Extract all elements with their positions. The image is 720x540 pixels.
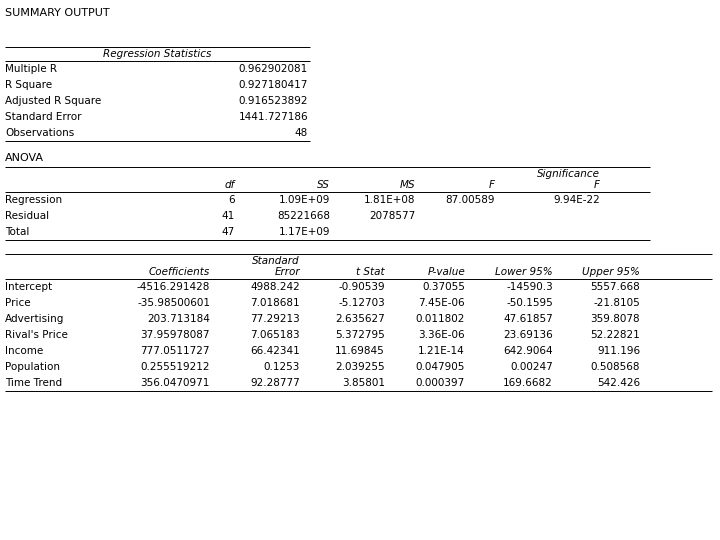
Text: -35.98500601: -35.98500601 — [137, 298, 210, 308]
Text: 356.0470971: 356.0470971 — [140, 378, 210, 388]
Text: 0.1253: 0.1253 — [264, 362, 300, 372]
Text: -4516.291428: -4516.291428 — [137, 282, 210, 292]
Text: ANOVA: ANOVA — [5, 153, 44, 163]
Text: 359.8078: 359.8078 — [590, 314, 640, 324]
Text: Observations: Observations — [5, 128, 74, 138]
Text: Intercept: Intercept — [5, 282, 52, 292]
Text: 0.255519212: 0.255519212 — [140, 362, 210, 372]
Text: 5557.668: 5557.668 — [590, 282, 640, 292]
Text: 9.94E-22: 9.94E-22 — [553, 195, 600, 205]
Text: -0.90539: -0.90539 — [338, 282, 385, 292]
Text: 0.047905: 0.047905 — [415, 362, 465, 372]
Text: 77.29213: 77.29213 — [251, 314, 300, 324]
Text: 911.196: 911.196 — [597, 346, 640, 356]
Text: Significance: Significance — [537, 169, 600, 179]
Text: 0.508568: 0.508568 — [590, 362, 640, 372]
Text: 6: 6 — [228, 195, 235, 205]
Text: Lower 95%: Lower 95% — [495, 267, 553, 277]
Text: 7.45E-06: 7.45E-06 — [418, 298, 465, 308]
Text: Upper 95%: Upper 95% — [582, 267, 640, 277]
Text: 41: 41 — [222, 211, 235, 221]
Text: Residual: Residual — [5, 211, 49, 221]
Text: 7.018681: 7.018681 — [251, 298, 300, 308]
Text: F: F — [594, 180, 600, 190]
Text: 5.372795: 5.372795 — [336, 330, 385, 340]
Text: -5.12703: -5.12703 — [338, 298, 385, 308]
Text: 48: 48 — [294, 128, 308, 138]
Text: -21.8105: -21.8105 — [593, 298, 640, 308]
Text: R Square: R Square — [5, 80, 52, 90]
Text: Adjusted R Square: Adjusted R Square — [5, 96, 102, 106]
Text: Standard: Standard — [253, 256, 300, 266]
Text: Income: Income — [5, 346, 43, 356]
Text: 0.000397: 0.000397 — [415, 378, 465, 388]
Text: -50.1595: -50.1595 — [506, 298, 553, 308]
Text: 52.22821: 52.22821 — [590, 330, 640, 340]
Text: 3.85801: 3.85801 — [342, 378, 385, 388]
Text: Price: Price — [5, 298, 31, 308]
Text: 0.00247: 0.00247 — [510, 362, 553, 372]
Text: SS: SS — [317, 180, 330, 190]
Text: 169.6682: 169.6682 — [503, 378, 553, 388]
Text: 23.69136: 23.69136 — [503, 330, 553, 340]
Text: Standard Error: Standard Error — [5, 112, 81, 122]
Text: 2.039255: 2.039255 — [336, 362, 385, 372]
Text: 0.927180417: 0.927180417 — [238, 80, 308, 90]
Text: Regression Statistics: Regression Statistics — [103, 49, 211, 59]
Text: 642.9064: 642.9064 — [503, 346, 553, 356]
Text: 0.37055: 0.37055 — [422, 282, 465, 292]
Text: 0.916523892: 0.916523892 — [238, 96, 308, 106]
Text: 47.61857: 47.61857 — [503, 314, 553, 324]
Text: 542.426: 542.426 — [597, 378, 640, 388]
Text: 37.95978087: 37.95978087 — [140, 330, 210, 340]
Text: 1441.727186: 1441.727186 — [238, 112, 308, 122]
Text: 1.81E+08: 1.81E+08 — [364, 195, 415, 205]
Text: Multiple R: Multiple R — [5, 64, 57, 74]
Text: 0.011802: 0.011802 — [415, 314, 465, 324]
Text: Error: Error — [274, 267, 300, 277]
Text: 3.36E-06: 3.36E-06 — [418, 330, 465, 340]
Text: 1.09E+09: 1.09E+09 — [279, 195, 330, 205]
Text: 2078577: 2078577 — [369, 211, 415, 221]
Text: t Stat: t Stat — [356, 267, 385, 277]
Text: df: df — [225, 180, 235, 190]
Text: Total: Total — [5, 227, 30, 237]
Text: 92.28777: 92.28777 — [251, 378, 300, 388]
Text: 777.0511727: 777.0511727 — [140, 346, 210, 356]
Text: 0.962902081: 0.962902081 — [239, 64, 308, 74]
Text: 11.69845: 11.69845 — [336, 346, 385, 356]
Text: SUMMARY OUTPUT: SUMMARY OUTPUT — [5, 8, 109, 18]
Text: 7.065183: 7.065183 — [251, 330, 300, 340]
Text: 2.635627: 2.635627 — [336, 314, 385, 324]
Text: 85221668: 85221668 — [277, 211, 330, 221]
Text: 87.00589: 87.00589 — [446, 195, 495, 205]
Text: Population: Population — [5, 362, 60, 372]
Text: 66.42341: 66.42341 — [251, 346, 300, 356]
Text: 4988.242: 4988.242 — [251, 282, 300, 292]
Text: 47: 47 — [222, 227, 235, 237]
Text: Rival's Price: Rival's Price — [5, 330, 68, 340]
Text: Regression: Regression — [5, 195, 62, 205]
Text: F: F — [489, 180, 495, 190]
Text: 203.713184: 203.713184 — [147, 314, 210, 324]
Text: Time Trend: Time Trend — [5, 378, 62, 388]
Text: Coefficients: Coefficients — [149, 267, 210, 277]
Text: Advertising: Advertising — [5, 314, 64, 324]
Text: 1.21E-14: 1.21E-14 — [418, 346, 465, 356]
Text: 1.17E+09: 1.17E+09 — [279, 227, 330, 237]
Text: MS: MS — [400, 180, 415, 190]
Text: P-value: P-value — [427, 267, 465, 277]
Text: -14590.3: -14590.3 — [506, 282, 553, 292]
